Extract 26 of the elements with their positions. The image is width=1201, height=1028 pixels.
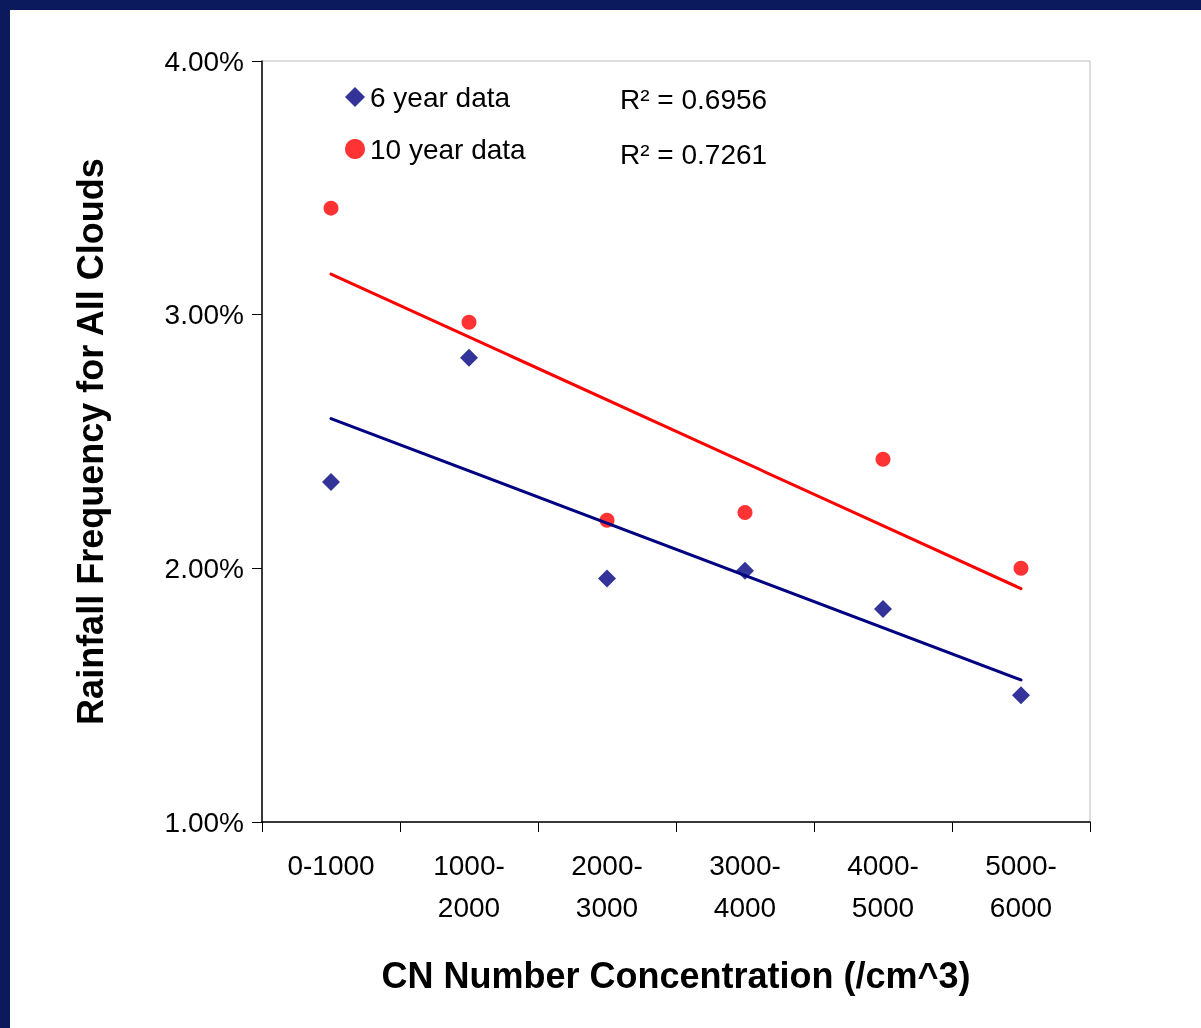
point [323,200,339,216]
point [1012,686,1030,705]
annotation: R² = 0.6956 [620,83,768,115]
point [874,599,892,618]
point [322,473,340,492]
point [737,505,753,521]
point [460,348,478,367]
x-axis-title: CN Number Concentration (/cm^3) [381,954,971,996]
x-tick-label: 1000- 2000 [433,849,505,923]
point [875,451,891,467]
legend-label: 6 year data [370,81,511,113]
point [461,314,477,330]
x-tick-label: 0-1000 [287,849,375,881]
annotation: R² = 0.7261 [620,138,768,170]
y-tick-label: 1.00% [164,806,244,838]
x-tick-label: 2000- 3000 [571,849,643,923]
legend-label: 10 year data [370,133,527,165]
x-tick-label: 5000- 6000 [985,849,1057,923]
y-axis-title: Rainfall Frequency for All Clouds [69,158,111,725]
x-tick-label: 3000- 4000 [709,849,781,923]
y-tick-label: 3.00% [164,299,244,331]
x-tick-label: 4000- 5000 [847,849,919,923]
y-tick-label: 2.00% [164,552,244,584]
point [598,569,616,588]
y-tick-label: 4.00% [164,45,244,77]
point [1013,560,1029,576]
